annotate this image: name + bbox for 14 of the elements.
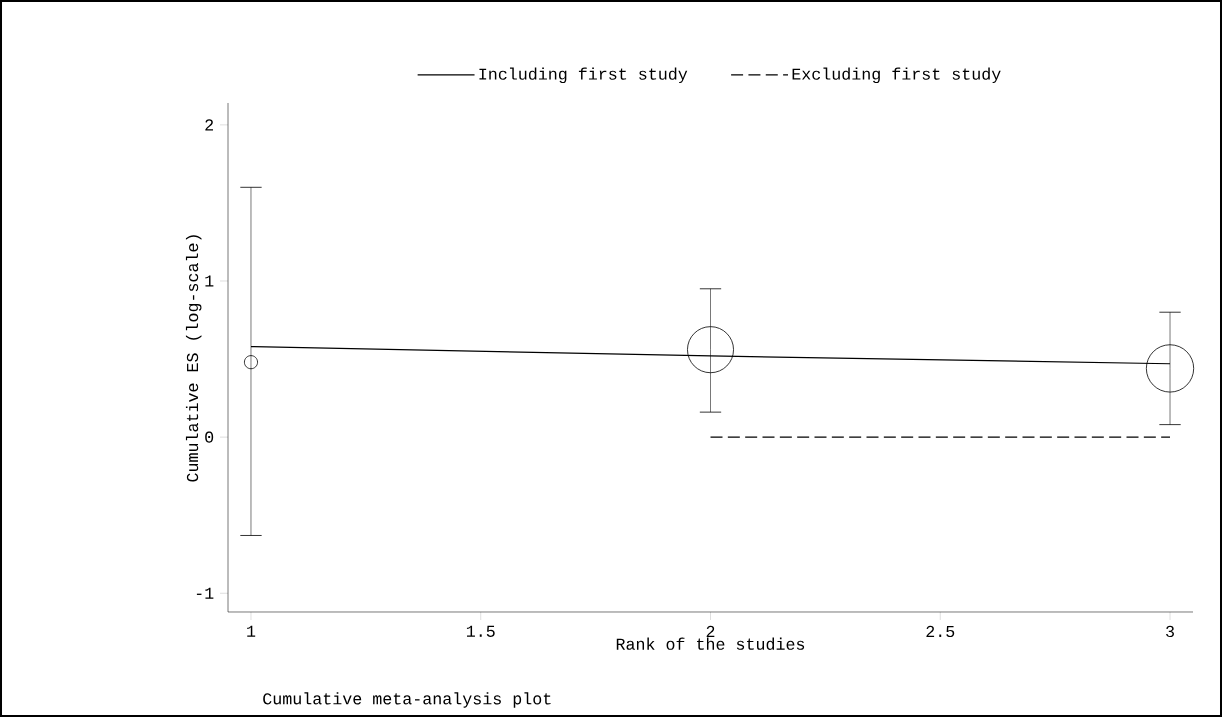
- legend-label: Excluding first study: [792, 67, 1001, 84]
- y-tick-label: 2: [205, 119, 214, 131]
- text: Cumulative meta-analysis plot: [263, 692, 551, 708]
- y-tick-label: -1: [196, 587, 214, 599]
- x-tick-label: 3: [1166, 625, 1174, 638]
- y-tick-label: 1: [205, 275, 214, 287]
- x-tick-label: 2: [706, 625, 715, 637]
- x-tick-label: 2.5: [926, 625, 955, 638]
- y-tick-label: 0: [205, 431, 214, 443]
- x-axis-title: Rank of the studies: [616, 637, 805, 650]
- y-axis-title: Cumulative ES (log-scale): [185, 235, 202, 482]
- x-tick-label: 1.5: [466, 625, 495, 637]
- legend-label: Including first study: [479, 67, 688, 84]
- x-tick-label: 1: [247, 625, 256, 637]
